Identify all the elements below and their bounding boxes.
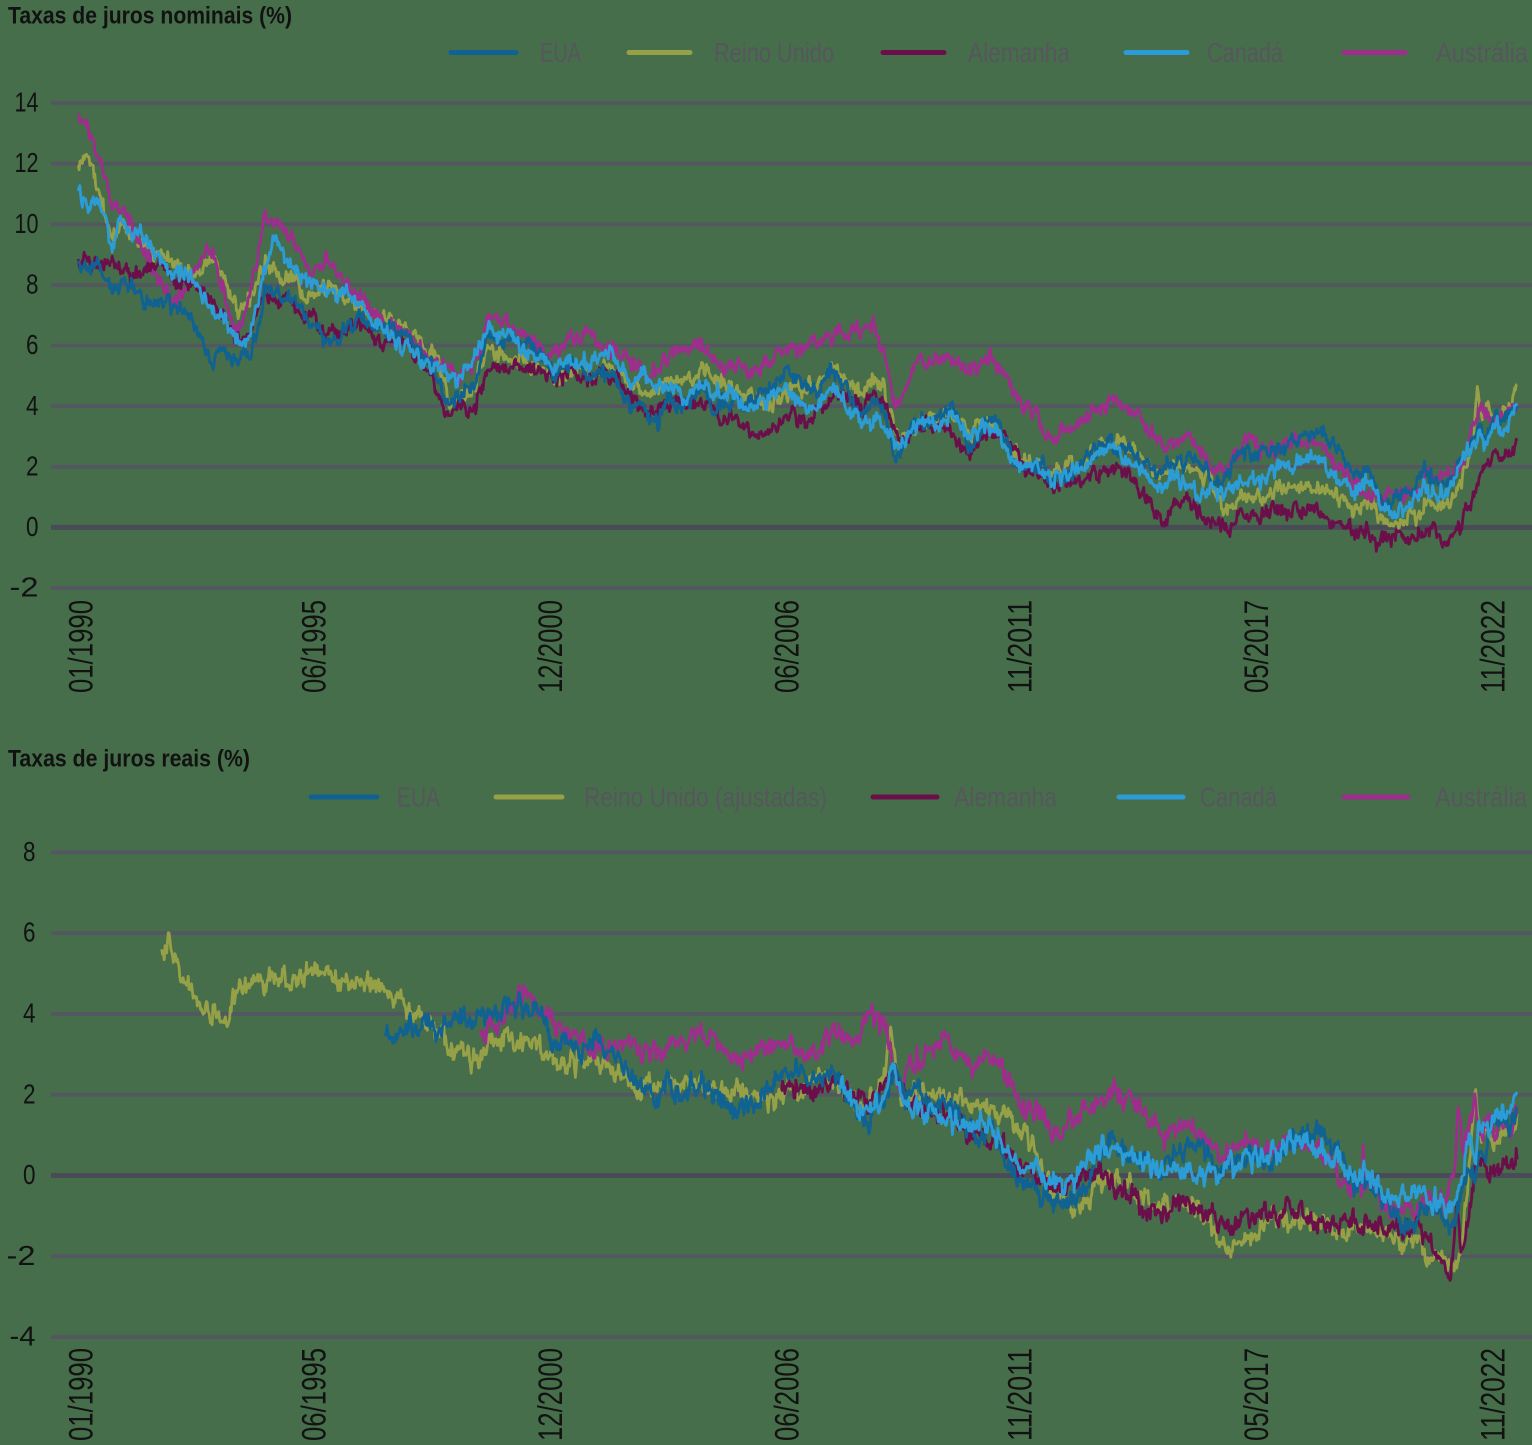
svg-text:12/2000: 12/2000	[532, 600, 570, 693]
svg-text:01/1990: 01/1990	[63, 1348, 101, 1440]
svg-text:14: 14	[15, 87, 39, 118]
svg-text:01/1990: 01/1990	[63, 600, 101, 693]
svg-text:8: 8	[23, 836, 36, 867]
svg-text:2: 2	[23, 1078, 36, 1109]
svg-text:11/2022: 11/2022	[1474, 600, 1512, 693]
svg-text:11/2011: 11/2011	[1001, 600, 1039, 693]
svg-text:Alemanha: Alemanha	[954, 782, 1058, 813]
svg-text:-2: -2	[10, 572, 39, 603]
svg-text:EUA: EUA	[397, 782, 440, 813]
svg-text:11/2022: 11/2022	[1474, 1348, 1512, 1440]
svg-text:6: 6	[23, 917, 36, 948]
svg-text:12: 12	[15, 147, 39, 178]
svg-text:Taxas de juros nominais (%): Taxas de juros nominais (%)	[8, 3, 292, 30]
svg-text:2: 2	[26, 450, 39, 481]
svg-text:4: 4	[26, 390, 39, 421]
svg-text:06/1995: 06/1995	[295, 1348, 333, 1440]
svg-text:4: 4	[23, 998, 36, 1029]
svg-text:05/2017: 05/2017	[1238, 600, 1276, 693]
svg-text:06/2006: 06/2006	[768, 600, 806, 693]
svg-text:Taxas de juros reais (%): Taxas de juros reais (%)	[8, 746, 250, 773]
svg-text:-4: -4	[10, 1321, 36, 1352]
svg-text:11/2011: 11/2011	[1001, 1348, 1039, 1440]
svg-text:6: 6	[26, 329, 39, 360]
svg-text:Canadá: Canadá	[1200, 782, 1278, 813]
svg-text:Reino Unido: Reino Unido	[714, 37, 834, 68]
svg-text:Reino Unido (ajustadas): Reino Unido (ajustadas)	[584, 782, 827, 813]
svg-text:0: 0	[26, 511, 39, 542]
svg-text:Austrália: Austrália	[1435, 782, 1528, 813]
svg-text:-2: -2	[7, 1240, 36, 1271]
svg-text:0: 0	[23, 1159, 36, 1190]
svg-text:Alemanha: Alemanha	[968, 37, 1071, 68]
svg-text:05/2017: 05/2017	[1238, 1348, 1276, 1440]
svg-text:8: 8	[26, 269, 39, 300]
svg-text:12/2000: 12/2000	[532, 1348, 570, 1440]
svg-text:Canadá: Canadá	[1207, 37, 1284, 68]
svg-text:06/1995: 06/1995	[295, 600, 333, 693]
svg-text:Austrália: Austrália	[1436, 37, 1529, 68]
svg-text:10: 10	[15, 208, 39, 239]
svg-text:EUA: EUA	[540, 37, 581, 68]
svg-text:06/2006: 06/2006	[768, 1348, 806, 1440]
